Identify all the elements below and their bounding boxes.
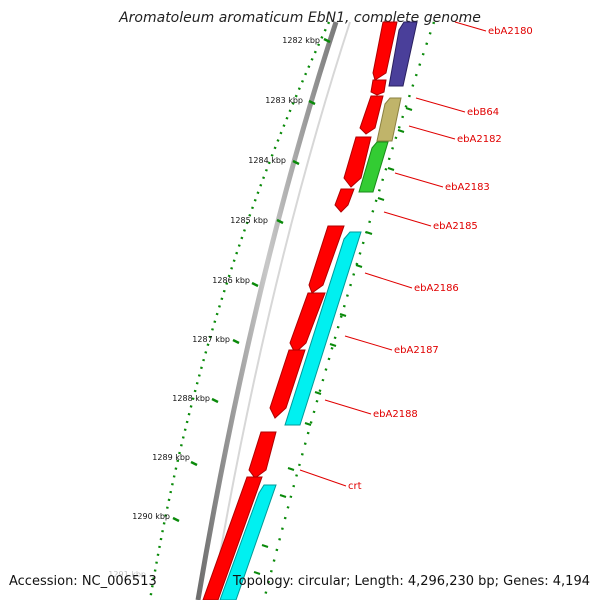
outer-tick-marks [253, 107, 413, 575]
ruler-label: 1287 kbp [192, 335, 230, 344]
gene-label-ebA2182[interactable]: ebA2182 [457, 134, 502, 145]
ruler-label: 1283 kbp [265, 96, 303, 105]
gene-label-crt[interactable]: crt [348, 481, 362, 492]
cds-forward[interactable] [202, 476, 263, 600]
ruler-label: 1282 kbp [282, 36, 320, 45]
forward-strand-track [202, 21, 398, 600]
cds-forward[interactable] [370, 79, 387, 96]
cds-reverse-ebB64[interactable] [376, 97, 402, 142]
ruler-label: 1284 kbp [248, 156, 286, 165]
cds-forward[interactable] [343, 136, 372, 188]
ruler-label: 1285 kbp [230, 216, 268, 225]
cds-forward[interactable] [334, 188, 355, 213]
ruler-major-ticks [172, 37, 331, 523]
gene-label-ebA2180[interactable]: ebA2180 [488, 26, 533, 37]
ruler-label: 1288 kbp [172, 394, 210, 403]
accession-text: Accession: NC_006513 [9, 574, 157, 589]
gene-label-ebA2188[interactable]: ebA2188 [373, 409, 418, 420]
cds-forward[interactable] [372, 21, 398, 81]
cds-reverse-ebA2186[interactable] [284, 231, 362, 426]
ruler-inner-dots [148, 21, 331, 600]
backbone-inner [211, 21, 351, 600]
cds-reverse-crt[interactable] [219, 484, 277, 600]
gene-callout-lines [299, 21, 487, 487]
genome-summary-text: Topology: circular; Length: 4,296,230 bp… [232, 574, 590, 589]
gene-label-ebA2183[interactable]: ebA2183 [445, 182, 490, 193]
ruler-label: 1289 kbp [152, 453, 190, 462]
cds-reverse-ebA2180[interactable] [388, 21, 418, 87]
cds-forward[interactable] [248, 431, 277, 479]
ruler-outer-dots [262, 21, 436, 600]
gene-label-ebA2185[interactable]: ebA2185 [433, 221, 478, 232]
ruler-label: 1291 kbp [108, 570, 146, 579]
ruler-label: 1286 kbp [212, 276, 250, 285]
gene-label-ebA2186[interactable]: ebA2186 [414, 283, 459, 294]
cds-forward[interactable] [359, 95, 384, 135]
gene-label-ebA2187[interactable]: ebA2187 [394, 345, 439, 356]
cds-forward[interactable] [289, 292, 326, 354]
cds-forward[interactable] [269, 349, 306, 419]
backbone-outer [195, 21, 339, 600]
ruler-label: 1290 kbp [132, 512, 170, 521]
gene-labels: ebA2180 ebB64 ebA2182 ebA2183 ebA2185 eb… [348, 26, 533, 492]
gene-label-ebB64[interactable]: ebB64 [467, 107, 499, 118]
cds-forward[interactable] [308, 225, 345, 294]
cds-reverse-ebA2183[interactable] [358, 141, 389, 193]
ruler-labels: 1282 kbp 1283 kbp 1284 kbp 1285 kbp 1286… [108, 36, 320, 579]
reverse-strand-track [219, 21, 418, 600]
